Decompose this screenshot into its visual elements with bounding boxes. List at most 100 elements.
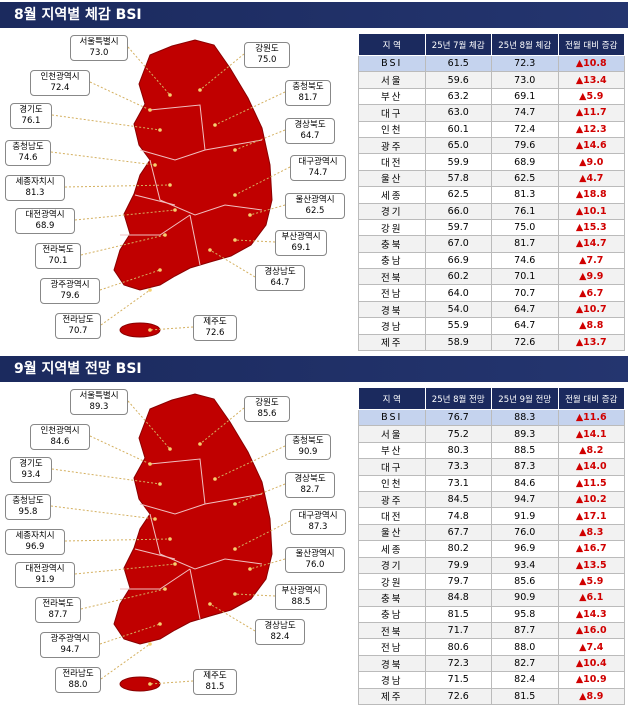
leader-dot (173, 208, 177, 212)
leader-line (89, 435, 151, 465)
header-cell: 25년 8월 체감 (491, 33, 559, 56)
table-cell: 제주 (358, 687, 426, 706)
region-name: 충청북도 (292, 436, 324, 446)
header-cell: 지 역 (358, 387, 426, 410)
region-value: 82.4 (270, 632, 290, 642)
table-cell: 71.5 (424, 671, 492, 689)
region-value: 76.0 (305, 560, 325, 570)
leader-dot (163, 587, 167, 591)
leader-line (209, 603, 256, 632)
table-cell: 67.0 (424, 235, 492, 253)
map (50, 393, 291, 692)
table-cell: 61.5 (424, 54, 492, 73)
table-cell: 경북 (358, 654, 426, 673)
leader-line (100, 289, 151, 326)
leader-dot (173, 562, 177, 566)
table-cell: 87.7 (491, 622, 559, 640)
table-cell: 울산 (358, 169, 426, 188)
map-label: 경상남도 82.4 (255, 619, 305, 645)
table-row: BSI 76.7 88.3 ▲11.6 (358, 408, 625, 427)
table-cell: ▲12.3 (557, 120, 625, 138)
table-cell: 84.8 (424, 589, 492, 607)
map-border (189, 214, 201, 266)
header-row: 지 역 25년 7월 체감 25년 8월 체감 전월 대비 증감 (358, 33, 625, 56)
table-row: 대전 74.8 91.9 ▲17.1 (358, 507, 625, 525)
leader-dot (198, 442, 202, 446)
table-cell: 64.7 (491, 317, 559, 335)
table-row: 충북 84.8 90.9 ▲6.1 (358, 589, 625, 607)
region-value: 87.7 (48, 610, 68, 620)
table-cell: 95.8 (491, 605, 559, 624)
region-value: 76.1 (21, 116, 41, 126)
leader-dot (233, 502, 237, 506)
table-cell: 80.6 (424, 638, 492, 656)
region-name: 세종자치시 (15, 531, 55, 541)
table-cell: ▲10.2 (557, 490, 625, 509)
table-cell: 89.3 (491, 425, 559, 443)
region-value: 89.3 (89, 402, 109, 412)
table-row: 제주 72.6 81.5 ▲8.9 (358, 687, 625, 706)
leader-dot (213, 123, 217, 127)
leader-dot (168, 93, 172, 97)
table-cell: 84.6 (491, 474, 559, 492)
leader-line (64, 184, 171, 188)
table-row: BSI 61.5 72.3 ▲10.8 (358, 54, 625, 73)
region-name: 경상북도 (294, 474, 326, 484)
table-cell: 96.9 (491, 540, 559, 558)
region-value: 62.5 (305, 206, 325, 216)
region-value: 81.7 (298, 93, 318, 103)
table-cell: 69.1 (491, 87, 559, 106)
table-cell: 전남 (358, 284, 426, 302)
map-label: 광주광역시 79.6 (40, 278, 100, 304)
map-border (139, 139, 263, 161)
leader-dot (148, 288, 152, 292)
table-cell: ▲15.3 (557, 218, 625, 237)
leader-line (199, 53, 245, 91)
leader-dot (208, 602, 212, 606)
table-cell: 광주 (358, 490, 426, 509)
table-cell: 71.7 (424, 622, 492, 640)
map-label: 부산광역시 88.5 (275, 584, 327, 610)
table-cell: 90.9 (491, 589, 559, 607)
leader-line (50, 151, 156, 166)
table-cell: ▲10.8 (557, 54, 625, 73)
table-cell: 72.3 (424, 654, 492, 673)
map-label: 대전광역시 91.9 (15, 562, 75, 588)
table-cell: ▲9.9 (557, 268, 625, 286)
table-cell: BSI (358, 54, 426, 73)
table-cell: ▲11.7 (557, 104, 625, 122)
map-label: 충청남도 95.8 (5, 494, 51, 520)
map-border (149, 104, 206, 151)
table-cell: 94.7 (491, 490, 559, 509)
leader-line (234, 239, 276, 243)
table-cell: 경기 (358, 556, 426, 574)
leader-line (199, 407, 245, 445)
map-border (149, 159, 263, 216)
table-cell: 80.2 (424, 540, 492, 558)
table-cell: 부산 (358, 87, 426, 106)
header-row: 지 역 25년 8월 전망 25년 9월 전망 전월 대비 증감 (358, 387, 625, 410)
table-cell: 79.9 (424, 556, 492, 574)
region-value: 73.0 (89, 48, 109, 58)
leader-dot (158, 622, 162, 626)
table-cell: ▲13.4 (557, 71, 625, 89)
leader-dot (168, 537, 172, 541)
leader-line (89, 81, 151, 111)
table-cell: 72.6 (491, 333, 559, 352)
table-cell: 70.1 (491, 268, 559, 286)
map-label: 전라남도 70.7 (55, 313, 101, 339)
leader-line (74, 563, 176, 575)
table-cell: 73.0 (491, 71, 559, 89)
leader-line (127, 46, 171, 96)
map-label: 서울특별시 89.3 (70, 389, 128, 415)
table-cell: 대전 (358, 153, 426, 171)
map-label: 경기도 93.4 (10, 457, 52, 483)
table-cell: ▲8.3 (557, 523, 625, 542)
header-cell: 전월 대비 증감 (557, 33, 625, 56)
table-cell: ▲10.9 (557, 671, 625, 689)
region-value: 70.1 (48, 256, 68, 266)
region-name: 충청남도 (12, 496, 44, 506)
table-cell: 63.0 (424, 104, 492, 122)
map-land (113, 39, 273, 291)
table-cell: 54.0 (424, 300, 492, 319)
